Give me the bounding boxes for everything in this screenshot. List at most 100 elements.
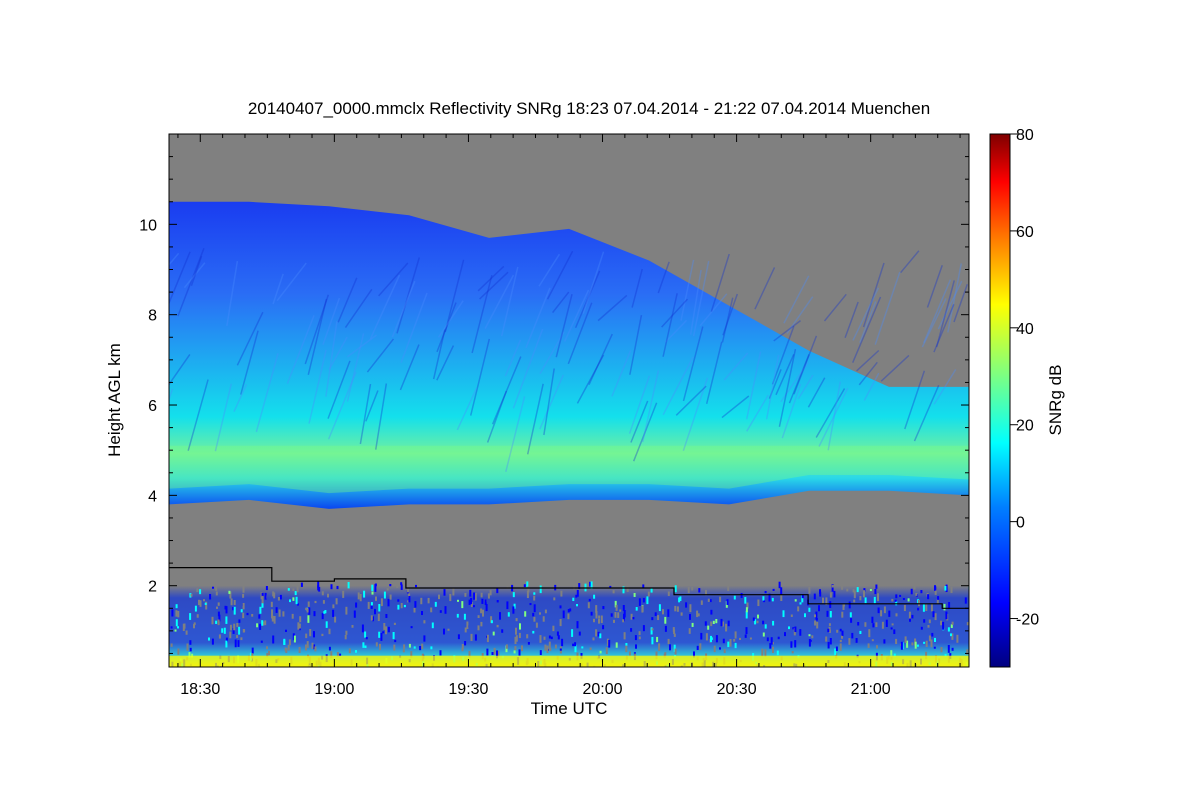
clutter-pixel xyxy=(431,622,434,629)
clutter-pixel xyxy=(543,636,546,640)
clutter-pixel xyxy=(486,648,489,656)
cloud-streak xyxy=(471,275,493,354)
cloud-streak xyxy=(491,356,522,425)
cloud-streak xyxy=(378,262,409,297)
clutter-pixel xyxy=(410,626,413,629)
clutter-pixel xyxy=(260,640,263,643)
clutter-pixel xyxy=(515,627,517,635)
clutter-pixel xyxy=(421,611,423,616)
cloud-streak xyxy=(797,374,814,400)
clutter-pixel xyxy=(740,593,743,598)
clutter-pixel xyxy=(444,606,447,614)
clutter-pixel xyxy=(211,638,214,645)
clutter-pixel xyxy=(233,623,236,631)
clutter-pixel xyxy=(746,602,749,609)
clutter-pixel xyxy=(944,586,947,591)
clutter-pixel xyxy=(567,609,570,613)
clutter-pixel xyxy=(271,609,273,616)
clutter-pixel xyxy=(370,602,373,606)
clutter-pixel xyxy=(918,600,920,607)
clutter-pixel xyxy=(951,647,954,651)
clutter-pixel xyxy=(539,635,542,643)
cloud-streak xyxy=(933,304,955,353)
cloud-streak xyxy=(768,369,782,399)
clutter-pixel xyxy=(357,592,360,600)
cloud-streak xyxy=(754,267,776,310)
clutter-pixel xyxy=(408,593,411,599)
clutter-pixel xyxy=(762,632,765,637)
clutter-pixel xyxy=(945,611,948,620)
clutter-pixel xyxy=(841,611,844,618)
clutter-pixel xyxy=(863,590,865,598)
clutter-pixel xyxy=(871,639,874,642)
clutter-pixel xyxy=(911,614,914,619)
clutter-pixel xyxy=(573,581,575,590)
clutter-pixel xyxy=(964,597,967,604)
clutter-pixel xyxy=(930,639,933,648)
clutter-pixel xyxy=(966,622,969,626)
clutter-pixel xyxy=(505,645,508,653)
clutter-pixel xyxy=(532,630,535,634)
clutter-pixel xyxy=(928,619,931,624)
clutter-pixel xyxy=(175,604,178,609)
clutter-pixel xyxy=(920,626,923,630)
clutter-pixel xyxy=(777,636,780,640)
clutter-pixel xyxy=(794,626,797,633)
clutter-pixel xyxy=(292,633,295,641)
clutter-pixel xyxy=(576,590,579,597)
clutter-pixel xyxy=(600,615,603,624)
clutter-pixel xyxy=(285,648,288,653)
cloud-streak xyxy=(505,396,526,473)
cloud-streak xyxy=(628,375,651,434)
clutter-pixel xyxy=(822,597,824,604)
clutter-pixel xyxy=(489,590,492,596)
clutter-pixel xyxy=(533,595,536,601)
y-tick-label: 2 xyxy=(148,579,157,596)
cloud-streak xyxy=(597,294,628,322)
clutter-pixel xyxy=(771,642,774,645)
clutter-pixel xyxy=(739,637,741,641)
clutter-pixel xyxy=(414,601,417,608)
clutter-pixel xyxy=(707,598,710,602)
clutter-pixel xyxy=(389,594,392,600)
clutter-pixel xyxy=(240,609,243,613)
clutter-pixel xyxy=(827,628,830,633)
clutter-pixel xyxy=(251,614,254,617)
clutter-pixel xyxy=(808,639,811,647)
clutter-pixel xyxy=(514,636,517,645)
x-tick-label: 21:00 xyxy=(851,681,891,698)
cloud-streak xyxy=(783,275,810,324)
clutter-pixel xyxy=(496,650,498,659)
cloud-streak xyxy=(543,368,555,436)
cloud-streak xyxy=(641,370,660,443)
clutter-pixel xyxy=(956,634,959,643)
clutter-pixel xyxy=(925,651,928,660)
clutter-pixel xyxy=(906,640,909,648)
clutter-pixel xyxy=(744,634,747,638)
cloud-streak xyxy=(823,293,847,322)
clutter-pixel xyxy=(567,613,570,620)
clutter-pixel xyxy=(932,611,935,618)
clutter-pixel xyxy=(242,603,245,610)
clutter-pixel xyxy=(693,651,695,658)
clutter-pixel xyxy=(291,613,294,619)
clutter-pixel xyxy=(593,618,595,623)
cloud-streak xyxy=(682,326,704,402)
clutter-pixel xyxy=(407,600,410,603)
clutter-pixel xyxy=(829,638,832,645)
clutter-pixel xyxy=(334,616,337,623)
clutter-pixel xyxy=(876,645,878,649)
clutter-pixel xyxy=(940,647,943,653)
clutter-pixel xyxy=(332,604,335,609)
clutter-pixel xyxy=(667,609,670,617)
clutter-pixel xyxy=(934,613,937,621)
clutter-pixel xyxy=(595,629,598,637)
clutter-pixel xyxy=(379,643,381,651)
clutter-pixel xyxy=(493,647,496,655)
clutter-pixel xyxy=(421,643,424,650)
clutter-pixel xyxy=(400,603,403,609)
clutter-pixel xyxy=(285,629,287,632)
clutter-pixel xyxy=(848,638,851,645)
clutter-pixel xyxy=(470,633,473,641)
clutter-pixel xyxy=(294,591,297,596)
